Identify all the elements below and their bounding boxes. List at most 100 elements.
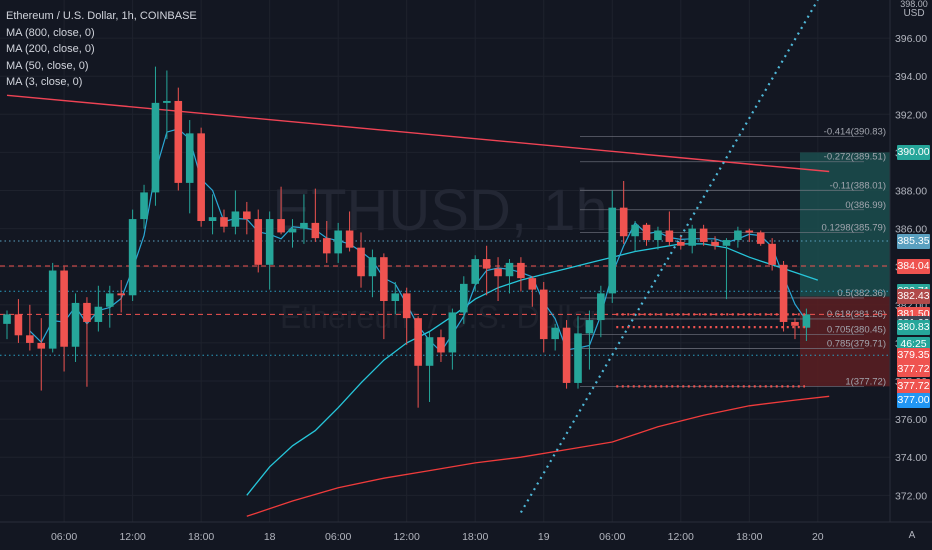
candle-body [94, 306, 103, 322]
stop-zone [799, 296, 890, 387]
candle-body [551, 327, 559, 340]
candle-body [345, 230, 354, 248]
time-tick-label: 06:00 [599, 531, 625, 543]
candle-body [391, 293, 400, 302]
time-tick-label: 06:00 [325, 531, 351, 543]
candle-body [562, 327, 571, 383]
axis-top-label: 398.00 [900, 0, 928, 8]
fib-level-label: 1(377.72) [845, 376, 886, 387]
price-tick-label: 396.00 [895, 33, 927, 45]
candle-body [802, 314, 811, 328]
currency-unit[interactable]: 398.00 USD [900, 0, 928, 20]
legend-ma800[interactable]: MA (800, close, 0) [6, 26, 95, 39]
legend-ma200[interactable]: MA (200, close, 0) [6, 43, 95, 55]
candle-body [756, 232, 765, 244]
price-box: 377.72 [897, 362, 930, 378]
candle-body [494, 268, 502, 277]
candle-body [676, 241, 685, 246]
fib-level-label: 0.705(380.45) [827, 324, 886, 335]
candle-body [425, 337, 434, 366]
fib-level-label: -0.272(389.51) [824, 152, 886, 163]
price-tick-label: 388.00 [895, 186, 927, 198]
time-tick-label: 19 [538, 531, 550, 543]
candle-body [37, 342, 46, 349]
candle-body [3, 314, 11, 324]
candle-body [322, 238, 331, 254]
currency-unit-label: USD [903, 8, 925, 19]
fib-level-label: -0.414(390.83) [824, 127, 886, 138]
candle-body [277, 219, 285, 233]
candle-body [642, 224, 651, 241]
candle-body [368, 257, 377, 277]
candle-body [471, 259, 480, 284]
candle-body [208, 217, 217, 221]
legend-ma50[interactable]: MA (50, close, 0) [6, 59, 89, 72]
candle-body [243, 211, 251, 220]
series-line [246, 395, 830, 517]
candle-body [48, 270, 57, 349]
time-tick-label: 12:00 [394, 531, 420, 543]
candle-body [768, 243, 776, 265]
price-tick-label: 394.00 [895, 71, 927, 83]
candle-body [220, 217, 228, 227]
candle-body [185, 133, 194, 183]
time-axis-bg [0, 522, 932, 550]
fib-level-label: -0.11(388.01) [830, 180, 886, 191]
candle-body [734, 230, 742, 241]
marker-lines [616, 313, 805, 388]
candle-body [380, 257, 388, 302]
candle-body [505, 262, 514, 277]
fib-level-label: 0.5(382.36) [837, 288, 886, 299]
price-box: 382.43 [897, 289, 930, 305]
candle-body [357, 247, 365, 277]
time-tick-label: 18 [264, 531, 276, 543]
candle-body [437, 337, 445, 353]
candle-body [460, 283, 468, 313]
price-box: 377.72 [897, 378, 930, 394]
price-tick-label: 392.00 [895, 109, 927, 121]
candle-body [791, 321, 799, 326]
horizontal-lines[interactable] [0, 240, 890, 356]
series-line [6, 94, 830, 173]
candle-body [608, 207, 617, 294]
candle-body [117, 293, 125, 296]
auto-scale-badge[interactable]: A [908, 530, 916, 541]
time-axis[interactable]: 06:00 12:00 18:00 18 06:00 12:00 18:00 19 06:00 1… [0, 521, 932, 550]
candle-body [665, 230, 674, 242]
position-zones[interactable] [799, 152, 890, 387]
candle-body [745, 230, 754, 233]
series-line [519, 0, 819, 514]
candle-body [402, 293, 411, 319]
time-tick-label: 18:00 [188, 531, 214, 543]
fib-level-label: 0.1298(385.79) [822, 223, 886, 234]
candle-body [631, 224, 639, 237]
candle-body [300, 222, 308, 229]
price-box: 379.35 [897, 347, 930, 363]
price-tick-label: 386.00 [895, 224, 927, 236]
candle-body [83, 302, 91, 322]
candle-body [151, 102, 160, 193]
candle-body [482, 259, 491, 269]
fib-level-label: 0.785(379.71) [827, 338, 886, 349]
candle-body [711, 241, 719, 246]
time-tick-label: 18:00 [462, 531, 488, 543]
candle-body [174, 100, 183, 183]
candle-body [517, 262, 525, 279]
candle-body [26, 335, 34, 343]
legend-ma3[interactable]: MA (3, close, 0) [6, 76, 83, 88]
candle-body [60, 270, 68, 347]
candle-body [163, 100, 171, 103]
candle-body [414, 318, 422, 366]
legend-symbol[interactable]: Ethereum / U.S. Dollar, 1h, COINBASE [6, 10, 197, 22]
price-axis[interactable]: 372.00374.00376.00378.00380.00382.00384.… [889, 0, 932, 550]
candle-body [574, 333, 582, 383]
candle-body [334, 230, 342, 254]
watermark-ticker: ETHUSD, 1h [272, 178, 607, 243]
time-tick-label: 06:00 [51, 531, 77, 543]
candle-body [699, 228, 708, 242]
candle-body [71, 302, 80, 347]
candle-body [528, 278, 537, 290]
candle-body [231, 211, 240, 227]
price-axis-bg [890, 0, 932, 550]
